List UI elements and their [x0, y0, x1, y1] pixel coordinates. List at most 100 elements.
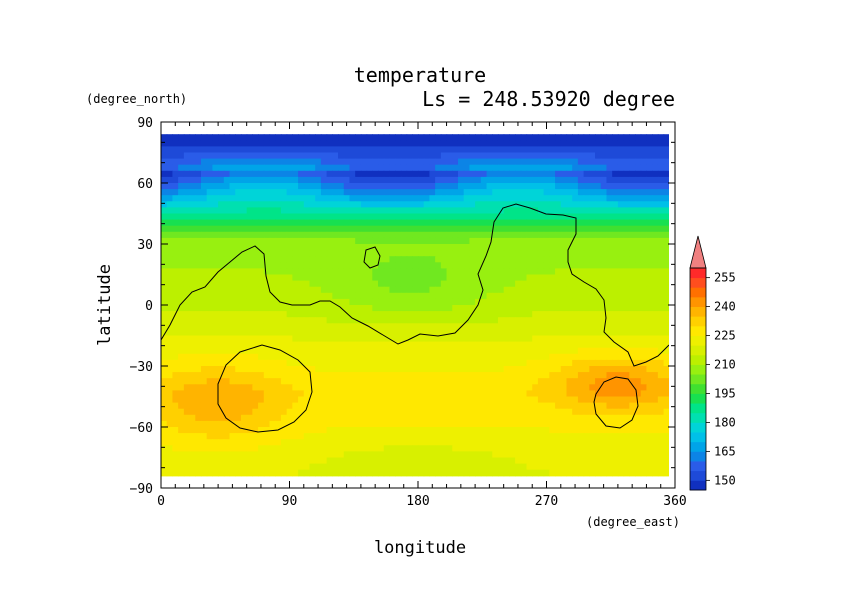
heatmap-cell: [378, 439, 385, 446]
heatmap-cell: [549, 329, 556, 337]
heatmap-cell: [463, 219, 470, 227]
heatmap-cell: [309, 353, 316, 361]
heatmap-cell: [429, 268, 436, 276]
heatmap-cell: [463, 402, 470, 410]
heatmap-cell: [258, 323, 265, 330]
heatmap-cell: [435, 158, 442, 166]
heatmap-cell: [240, 420, 248, 428]
heatmap-cell: [303, 268, 311, 276]
heatmap-cell: [663, 250, 669, 257]
heatmap-cell: [589, 305, 596, 312]
heatmap-cell: [549, 384, 556, 391]
heatmap-cell: [263, 256, 271, 263]
heatmap-cell: [298, 457, 305, 465]
heatmap-cell: [229, 298, 236, 306]
heatmap-cell: [537, 189, 545, 196]
heatmap-cell: [275, 390, 282, 398]
heatmap-cell: [492, 286, 499, 294]
heatmap-cell: [383, 463, 391, 471]
heatmap-cell: [235, 134, 242, 141]
heatmap-cell: [395, 433, 402, 440]
heatmap-cell: [315, 347, 322, 355]
heatmap-cell: [212, 390, 219, 398]
heatmap-cell: [560, 378, 568, 385]
heatmap-cell: [435, 451, 442, 459]
heatmap-cell: [320, 378, 328, 385]
heatmap-cell: [566, 408, 573, 416]
heatmap-cell: [166, 219, 174, 227]
heatmap-cell: [606, 427, 613, 434]
heatmap-cell: [440, 323, 448, 330]
heatmap-cell: [320, 451, 328, 459]
heatmap-cell: [623, 152, 630, 160]
heatmap-cell: [463, 311, 470, 318]
heatmap-cell: [320, 207, 328, 215]
heatmap-cell: [583, 274, 590, 282]
heatmap-cell: [183, 237, 191, 245]
heatmap-cell: [446, 225, 453, 233]
heatmap-cell: [292, 347, 299, 355]
heatmap-cell: [212, 183, 219, 190]
heatmap-cell: [275, 463, 282, 471]
heatmap-cell: [372, 347, 379, 355]
heatmap-cell: [583, 189, 590, 196]
heatmap-cell: [189, 219, 196, 227]
heatmap-cell: [503, 341, 510, 349]
heatmap-cell: [166, 152, 174, 160]
heatmap-cell: [309, 146, 316, 154]
heatmap-cell: [252, 140, 259, 147]
heatmap-cell: [555, 195, 562, 202]
heatmap-cell: [406, 469, 413, 477]
heatmap-cell: [663, 292, 669, 300]
heatmap-cell: [263, 311, 271, 318]
heatmap-cell: [492, 347, 499, 355]
heatmap-cell: [372, 207, 379, 215]
heatmap-cell: [360, 219, 368, 227]
heatmap-cell: [509, 402, 516, 410]
heatmap-cell: [240, 152, 248, 160]
heatmap-cell: [166, 463, 174, 471]
heatmap-cell: [395, 414, 402, 422]
heatmap-cell: [560, 329, 568, 337]
heatmap-cell: [457, 213, 465, 221]
heatmap-cell: [595, 250, 602, 257]
heatmap-cell: [663, 390, 669, 398]
heatmap-cell: [412, 317, 419, 324]
heatmap-cell: [349, 262, 356, 269]
heatmap-cell: [612, 469, 619, 477]
heatmap-cell: [663, 176, 669, 184]
heatmap-cell: [309, 134, 316, 141]
heatmap-cell: [315, 305, 322, 312]
heatmap-cell: [292, 305, 299, 312]
heatmap-cell: [223, 256, 231, 263]
heatmap-cell: [303, 323, 311, 330]
heatmap-cell: [332, 347, 339, 355]
heatmap-cell: [240, 396, 248, 404]
heatmap-cell: [543, 189, 550, 196]
heatmap-cell: [240, 170, 248, 178]
heatmap-cell: [360, 152, 368, 160]
heatmap-cell: [280, 231, 288, 239]
heatmap-cell: [355, 286, 362, 294]
heatmap-cell: [543, 292, 550, 300]
heatmap-cell: [263, 390, 271, 398]
heatmap-cell: [166, 305, 174, 312]
heatmap-cell: [657, 286, 665, 294]
heatmap-cell: [178, 329, 185, 337]
heatmap-cell: [566, 225, 573, 233]
heatmap-cell: [629, 231, 636, 239]
heatmap-cell: [617, 414, 625, 422]
heatmap-cell: [600, 335, 608, 343]
heatmap-cell: [212, 176, 219, 184]
heatmap-cell: [469, 213, 476, 221]
heatmap-cell: [480, 390, 488, 398]
heatmap-cell: [646, 176, 653, 184]
heatmap-cell: [338, 140, 345, 147]
heatmap-cell: [418, 378, 425, 385]
heatmap-cell: [595, 451, 602, 459]
heatmap-cell: [303, 244, 311, 251]
heatmap-cell: [492, 146, 499, 154]
heatmap-cell: [343, 305, 351, 312]
heatmap-cell: [549, 183, 556, 190]
heatmap-cell: [492, 414, 499, 422]
